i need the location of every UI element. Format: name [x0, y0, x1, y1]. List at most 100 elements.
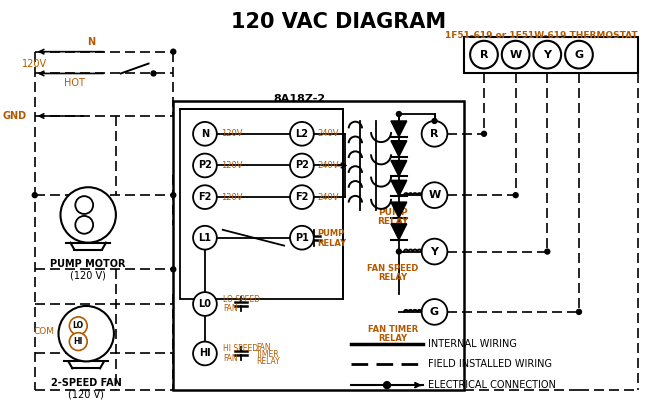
- Circle shape: [290, 154, 314, 177]
- Text: F2: F2: [295, 192, 309, 202]
- Polygon shape: [391, 180, 407, 196]
- Text: 8A18Z-2: 8A18Z-2: [273, 94, 325, 104]
- Polygon shape: [391, 160, 407, 176]
- Circle shape: [60, 187, 116, 243]
- FancyBboxPatch shape: [174, 101, 464, 390]
- Text: TIMER: TIMER: [257, 350, 280, 359]
- Circle shape: [421, 239, 448, 264]
- Text: Y: Y: [431, 246, 438, 256]
- Polygon shape: [391, 121, 407, 137]
- Circle shape: [290, 122, 314, 146]
- Text: 2-SPEED FAN: 2-SPEED FAN: [51, 378, 121, 388]
- Circle shape: [171, 267, 176, 272]
- Text: HI: HI: [74, 337, 83, 346]
- Text: PUMP: PUMP: [378, 208, 408, 217]
- Text: RELAY: RELAY: [318, 239, 347, 248]
- Text: R: R: [480, 49, 488, 59]
- Circle shape: [70, 317, 87, 335]
- Text: FIELD INSTALLED WIRING: FIELD INSTALLED WIRING: [427, 360, 551, 370]
- Text: L0: L0: [198, 299, 212, 309]
- Circle shape: [421, 182, 448, 208]
- Circle shape: [545, 249, 550, 254]
- FancyBboxPatch shape: [464, 37, 639, 73]
- Circle shape: [513, 193, 518, 198]
- Text: L2: L2: [295, 129, 308, 139]
- Text: 120V: 120V: [221, 129, 243, 138]
- Text: 120 VAC DIAGRAM: 120 VAC DIAGRAM: [231, 12, 446, 32]
- Text: INTERNAL WIRING: INTERNAL WIRING: [427, 339, 517, 349]
- Text: (120 V): (120 V): [70, 270, 106, 280]
- Text: F2: F2: [198, 192, 212, 202]
- Circle shape: [171, 49, 176, 54]
- Text: P2: P2: [198, 160, 212, 171]
- Circle shape: [565, 41, 593, 68]
- Circle shape: [193, 122, 217, 146]
- Polygon shape: [391, 141, 407, 157]
- Text: 240V: 240V: [318, 161, 339, 170]
- Circle shape: [151, 71, 156, 76]
- Circle shape: [482, 131, 486, 136]
- Circle shape: [75, 216, 93, 234]
- Circle shape: [502, 41, 529, 68]
- Text: PUMP: PUMP: [318, 229, 345, 238]
- Circle shape: [397, 249, 401, 254]
- Circle shape: [193, 226, 217, 250]
- Circle shape: [421, 299, 448, 325]
- Text: N: N: [87, 37, 95, 47]
- Text: (120 V): (120 V): [68, 389, 104, 399]
- Text: PUMP MOTOR: PUMP MOTOR: [50, 259, 126, 269]
- Text: LO SPEED: LO SPEED: [222, 295, 260, 303]
- Text: 240V: 240V: [318, 193, 339, 202]
- Circle shape: [383, 382, 391, 388]
- Text: FAN: FAN: [222, 305, 237, 313]
- Text: LO: LO: [73, 321, 84, 330]
- Text: P1: P1: [295, 233, 309, 243]
- Circle shape: [193, 154, 217, 177]
- Circle shape: [75, 196, 93, 214]
- Text: HI: HI: [199, 349, 211, 359]
- Circle shape: [421, 121, 448, 147]
- Text: RELAY: RELAY: [257, 357, 280, 366]
- Text: L1: L1: [198, 233, 212, 243]
- Text: FAN SPEED: FAN SPEED: [367, 264, 419, 274]
- Text: N: N: [201, 129, 209, 139]
- Text: FAN: FAN: [257, 343, 271, 352]
- Circle shape: [193, 292, 217, 316]
- Circle shape: [171, 193, 176, 198]
- Text: 240V: 240V: [318, 129, 339, 138]
- Text: Y: Y: [543, 49, 551, 59]
- FancyBboxPatch shape: [180, 109, 344, 299]
- Circle shape: [193, 341, 217, 365]
- Text: GND: GND: [3, 111, 27, 121]
- Text: COM: COM: [34, 327, 54, 336]
- Text: 120V: 120V: [221, 193, 243, 202]
- Circle shape: [533, 41, 561, 68]
- Circle shape: [397, 111, 401, 116]
- Circle shape: [58, 306, 114, 361]
- Circle shape: [290, 185, 314, 209]
- Circle shape: [432, 119, 437, 124]
- Text: 1F51-619 or 1F51W-619 THERMOSTAT: 1F51-619 or 1F51W-619 THERMOSTAT: [445, 31, 638, 40]
- Text: HOT: HOT: [64, 78, 85, 88]
- Circle shape: [470, 41, 498, 68]
- Text: RELAY: RELAY: [377, 217, 409, 226]
- Circle shape: [70, 333, 87, 351]
- Text: W: W: [428, 190, 441, 200]
- Text: G: G: [430, 307, 439, 317]
- Circle shape: [193, 185, 217, 209]
- Circle shape: [576, 310, 582, 314]
- Text: FAN TIMER: FAN TIMER: [368, 325, 418, 334]
- Polygon shape: [391, 202, 407, 218]
- Text: P2: P2: [295, 160, 309, 171]
- Text: RELAY: RELAY: [379, 334, 407, 343]
- Text: 120V: 120V: [22, 59, 47, 69]
- Text: ELECTRICAL CONNECTION: ELECTRICAL CONNECTION: [427, 380, 555, 390]
- Circle shape: [32, 193, 38, 198]
- Text: R: R: [430, 129, 439, 139]
- Polygon shape: [391, 224, 407, 240]
- Text: 120V: 120V: [221, 161, 243, 170]
- Circle shape: [290, 226, 314, 250]
- Text: RELAY: RELAY: [379, 273, 407, 282]
- Text: FAN: FAN: [222, 354, 237, 363]
- Text: G: G: [574, 49, 584, 59]
